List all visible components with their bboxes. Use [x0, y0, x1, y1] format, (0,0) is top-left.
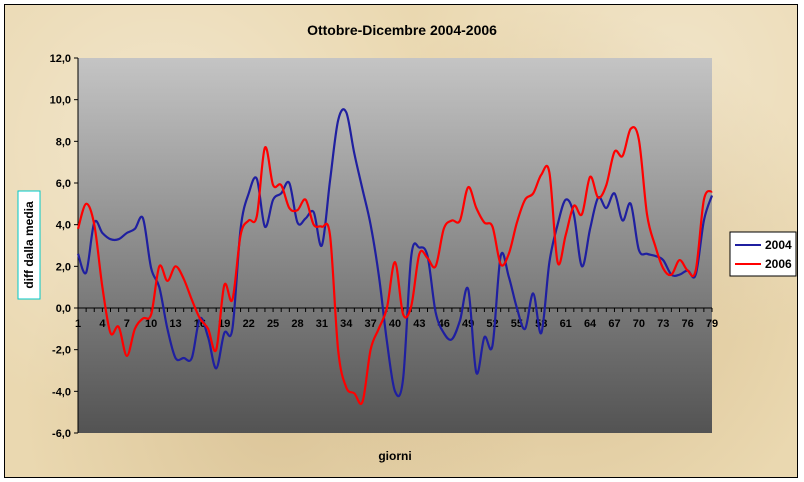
y-tick-label: 10,0 — [50, 95, 71, 107]
legend-box — [729, 231, 797, 277]
x-tick-label: 25 — [267, 318, 279, 330]
series-line-2006 — [76, 126, 713, 405]
x-tick-label: 37 — [364, 318, 376, 330]
x-tick-label: 1 — [75, 318, 81, 330]
x-tick-label: 34 — [340, 318, 353, 330]
x-tick-label: 22 — [243, 318, 255, 330]
x-tick-label: 28 — [291, 318, 303, 330]
y-axis-title: diff dalla media — [22, 201, 36, 289]
line-chart: Ottobre-Dicembre 2004-2006 -6,0 -4,0 -2,0 0… — [17, 22, 797, 463]
y-tick-label: 4,0 — [56, 220, 71, 232]
legend-label-2004: 2004 — [765, 238, 792, 252]
chart-frame: Ottobre-Dicembre 2004-2006 -6,0 -4,0 -2,0 0… — [4, 4, 798, 478]
x-tick-label: 7 — [124, 318, 130, 330]
x-tick-label: 31 — [316, 318, 328, 330]
x-tick-label: 10 — [145, 318, 157, 330]
x-tick-label: 76 — [681, 318, 693, 330]
y-tick-label: -2,0 — [52, 345, 71, 357]
x-tick-label: 43 — [413, 318, 425, 330]
x-tick-label: 64 — [584, 318, 597, 330]
y-tick-label: 0,0 — [56, 303, 71, 315]
x-tick-label: 4 — [99, 318, 106, 330]
legend: 2004 2006 — [729, 231, 797, 277]
x-tick-label: 52 — [486, 318, 498, 330]
y-axis: -6,0 -4,0 -2,0 0,0 2,0 4,0 6,0 8,0 10,0 12,0 — [50, 53, 79, 440]
plot-area — [78, 58, 712, 433]
x-tick-label: 19 — [218, 318, 230, 330]
y-tick-label: -6,0 — [52, 428, 71, 440]
x-tick-label: 13 — [169, 318, 181, 330]
y-tick-label: 6,0 — [56, 178, 71, 190]
x-tick-label: 79 — [706, 318, 718, 330]
x-tick-label: 73 — [657, 318, 669, 330]
y-tick-label: 2,0 — [56, 261, 71, 273]
series-layer — [76, 108, 714, 405]
x-tick-label: 40 — [389, 318, 401, 330]
y-tick-label: 8,0 — [56, 136, 71, 148]
y-tick-label: 12,0 — [50, 53, 71, 65]
x-tick-label: 61 — [560, 318, 572, 330]
x-axis-title: giorni — [378, 449, 411, 463]
x-tick-label: 70 — [633, 318, 645, 330]
series-line-2004 — [76, 108, 714, 398]
y-tick-label: -4,0 — [52, 386, 71, 398]
y-axis-title-box: diff dalla media — [17, 190, 41, 300]
x-tick-label: 67 — [608, 318, 620, 330]
chart-title: Ottobre-Dicembre 2004-2006 — [307, 22, 497, 38]
legend-label-2006: 2006 — [765, 257, 792, 271]
